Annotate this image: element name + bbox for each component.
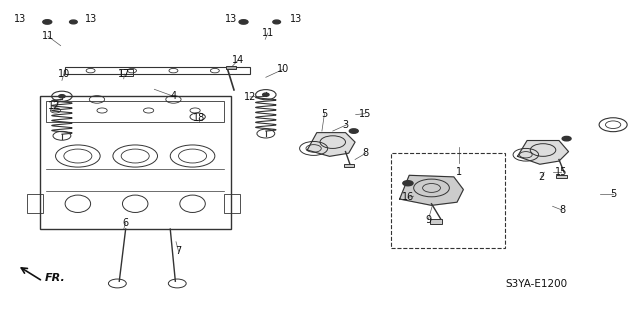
Text: 6: 6 — [123, 218, 129, 228]
Bar — [27, 194, 43, 213]
Text: 12: 12 — [244, 92, 256, 102]
Text: S3YA-E1200: S3YA-E1200 — [506, 279, 568, 289]
Text: 12: 12 — [48, 101, 60, 111]
Circle shape — [562, 137, 571, 141]
Circle shape — [273, 20, 280, 24]
Bar — [226, 66, 236, 69]
Text: 13: 13 — [290, 14, 302, 24]
Text: 10: 10 — [58, 69, 70, 79]
Circle shape — [239, 20, 248, 24]
Text: 13: 13 — [225, 14, 237, 24]
Bar — [40, 96, 231, 229]
Circle shape — [349, 129, 358, 133]
Text: 15: 15 — [555, 167, 567, 177]
Text: 3: 3 — [342, 120, 349, 130]
Text: FR.: FR. — [45, 273, 65, 283]
Text: 5: 5 — [321, 109, 328, 119]
Text: 17: 17 — [118, 69, 131, 79]
Text: 18: 18 — [193, 113, 205, 123]
Bar — [65, 67, 250, 74]
Text: 7: 7 — [175, 246, 182, 256]
Bar — [225, 194, 241, 213]
Text: 16: 16 — [402, 192, 414, 203]
Polygon shape — [518, 141, 568, 164]
Text: 8: 8 — [559, 205, 565, 215]
Text: 4: 4 — [170, 91, 177, 101]
Text: 9: 9 — [425, 215, 431, 225]
Bar — [392, 153, 505, 248]
Bar — [430, 219, 442, 224]
Text: 13: 13 — [14, 14, 27, 24]
Circle shape — [262, 93, 269, 96]
Text: 10: 10 — [277, 64, 289, 74]
Text: 15: 15 — [359, 109, 371, 119]
Text: 5: 5 — [610, 189, 616, 199]
Polygon shape — [399, 175, 463, 205]
Bar — [121, 69, 132, 76]
Circle shape — [70, 20, 77, 24]
Text: 2: 2 — [538, 172, 544, 182]
Text: 14: 14 — [232, 55, 244, 65]
Text: 11: 11 — [262, 28, 274, 38]
Polygon shape — [307, 133, 355, 156]
Circle shape — [59, 95, 65, 98]
Text: 8: 8 — [363, 148, 369, 158]
Bar — [46, 101, 225, 122]
Bar — [556, 175, 566, 178]
Text: 13: 13 — [84, 14, 97, 24]
Text: 11: 11 — [42, 31, 54, 41]
Circle shape — [43, 20, 52, 24]
Circle shape — [403, 181, 413, 186]
Text: 1: 1 — [456, 167, 462, 177]
Bar — [344, 164, 354, 167]
